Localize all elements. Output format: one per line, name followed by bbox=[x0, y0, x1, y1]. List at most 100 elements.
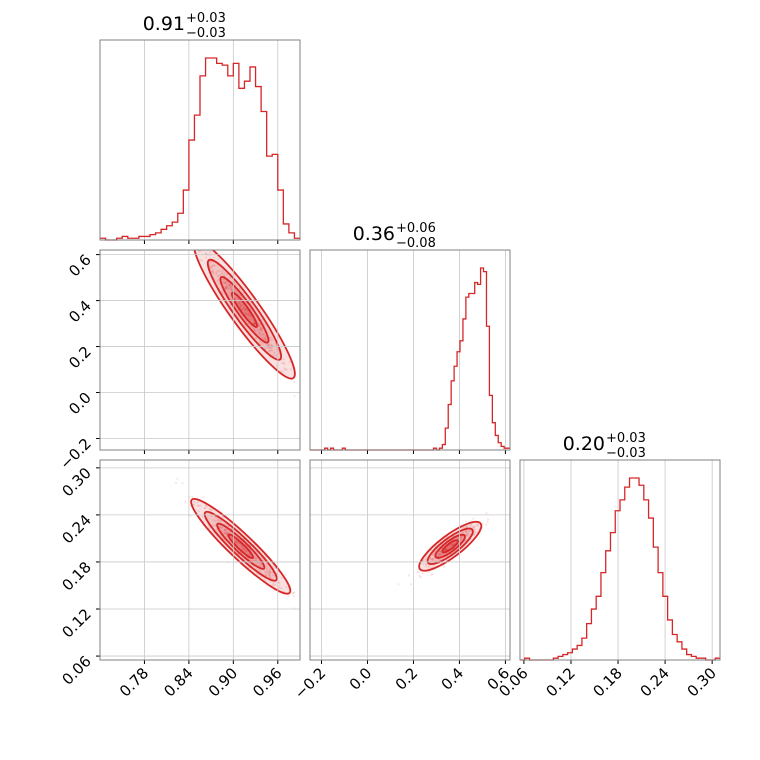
pair-1-2-point bbox=[438, 553, 441, 556]
pair-0-1-point bbox=[260, 329, 263, 332]
pair-0-1-point bbox=[244, 309, 247, 312]
pair-0-1-point bbox=[229, 287, 232, 290]
pair-0-2-point bbox=[223, 529, 226, 532]
pair-1-2-point bbox=[430, 573, 433, 576]
pair-0-2-point bbox=[219, 520, 222, 523]
ytick-label-2-2: 0.18 bbox=[58, 558, 94, 594]
pair-0-2-point bbox=[285, 585, 288, 589]
pair-1-2-point bbox=[397, 583, 400, 586]
pair-0-1-point bbox=[259, 323, 262, 326]
pair-1-2-point bbox=[472, 525, 475, 528]
pair-1-2-point bbox=[473, 528, 476, 532]
pair-0-1-point bbox=[215, 271, 218, 274]
pair-1-2-point bbox=[459, 535, 462, 539]
pair-1-2-point bbox=[424, 557, 428, 560]
pair-0-1-point bbox=[230, 289, 233, 292]
pair-0-1-point bbox=[245, 307, 248, 310]
pair-0-2-point bbox=[264, 570, 267, 574]
hist-2-line bbox=[520, 477, 720, 661]
pair-0-1-point bbox=[246, 313, 249, 317]
pair-0-1-point bbox=[283, 367, 286, 370]
pair-0-2-point bbox=[268, 574, 271, 577]
pair-1-2-point bbox=[475, 524, 478, 527]
pair-0-1-point bbox=[212, 272, 215, 275]
pair-0-2-point bbox=[272, 581, 275, 584]
pair-1-2 bbox=[397, 511, 490, 586]
pair-0-1-point bbox=[229, 276, 232, 279]
pair-0-1-point bbox=[264, 347, 267, 350]
pair-0-1-point bbox=[239, 306, 242, 309]
pair-0-2-point bbox=[265, 563, 268, 566]
pair-1-2-point bbox=[444, 548, 447, 551]
pair-0-1-point bbox=[246, 312, 249, 315]
pair-1-2-point bbox=[485, 511, 488, 515]
pair-0-1-point bbox=[195, 247, 197, 249]
pair-0-1-point bbox=[205, 246, 207, 248]
pair-0-2-point bbox=[209, 514, 213, 517]
pair-0-1-point bbox=[253, 323, 256, 326]
pair-1-2-point bbox=[427, 570, 431, 573]
pair-0-1-point bbox=[253, 322, 256, 325]
pair-0-1-point bbox=[264, 323, 267, 327]
pair-0-1-point bbox=[226, 287, 229, 290]
pair-0-1-point bbox=[216, 279, 219, 283]
pair-0-2-point bbox=[269, 580, 272, 583]
ytick-label-2-4: 0.30 bbox=[58, 464, 94, 500]
pair-0-1-point bbox=[264, 339, 267, 342]
pair-0-1-point bbox=[228, 291, 232, 295]
pair-0-1-point bbox=[233, 289, 236, 292]
pair-0-2-point bbox=[241, 546, 244, 550]
pair-0-1-point bbox=[228, 283, 231, 286]
pair-0-1-point bbox=[215, 272, 218, 276]
pair-0-1-point bbox=[263, 336, 266, 340]
pair-1-2-point bbox=[445, 547, 448, 550]
pair-0-2-point bbox=[269, 572, 272, 575]
pair-0-2-point bbox=[205, 505, 208, 508]
pair-0-1-point bbox=[259, 328, 262, 331]
pair-0-2-point bbox=[223, 531, 227, 534]
pair-1-2-point bbox=[439, 553, 442, 557]
pair-0-2-point bbox=[176, 477, 179, 480]
pair-0-1-point bbox=[242, 306, 245, 310]
pair-0-1-point bbox=[268, 347, 271, 350]
pair-0-1-point bbox=[230, 286, 233, 289]
pair-0-1-point bbox=[264, 335, 267, 338]
pair-0-1-point bbox=[267, 344, 270, 347]
pair-1-2-point bbox=[467, 530, 470, 533]
title-0-value: 0.91 bbox=[143, 13, 185, 35]
pair-0-2-point bbox=[237, 542, 240, 545]
pair-0-2-point bbox=[260, 563, 263, 566]
pair-0-1-point bbox=[233, 281, 236, 284]
pair-0-2-point bbox=[193, 503, 196, 506]
pair-0-2-point bbox=[267, 571, 270, 574]
pair-1-2-point bbox=[485, 523, 488, 526]
pair-0-2-point bbox=[208, 508, 211, 511]
pair-0-2-point bbox=[223, 532, 226, 536]
pair-0-1-point bbox=[247, 312, 250, 316]
pair-0-2-point bbox=[234, 541, 238, 544]
pair-0-1-point bbox=[242, 292, 245, 295]
pair-0-1-point bbox=[226, 284, 230, 287]
pair-0-2-point bbox=[233, 540, 236, 543]
pair-0-2-point bbox=[264, 579, 267, 582]
pair-0-1-point bbox=[257, 324, 260, 327]
pair-0-2-point bbox=[242, 547, 245, 551]
pair-0-1-point bbox=[244, 311, 247, 314]
xtick-label-0-3: 0.96 bbox=[249, 664, 285, 700]
pair-0-1-point bbox=[265, 338, 268, 341]
pair-0-1-point bbox=[205, 256, 208, 259]
pair-0-1-point bbox=[212, 256, 216, 259]
pair-1-2-point bbox=[428, 564, 431, 567]
pair-0-1-point bbox=[261, 332, 264, 336]
pair-0-1-point bbox=[293, 380, 296, 384]
pair-0-2-point bbox=[255, 572, 258, 576]
pair-0-1-point bbox=[241, 309, 244, 312]
pair-0-1-point bbox=[198, 246, 200, 248]
pair-0-1-point bbox=[210, 265, 213, 268]
pair-1-2-point bbox=[464, 526, 468, 529]
pair-0-2-point bbox=[254, 556, 257, 560]
ytick-label-1-4: 0.6 bbox=[65, 251, 95, 281]
pair-1-2-point bbox=[421, 571, 424, 575]
ytick-label-2-3: 0.24 bbox=[58, 511, 94, 547]
pair-0-2-point bbox=[287, 594, 290, 597]
